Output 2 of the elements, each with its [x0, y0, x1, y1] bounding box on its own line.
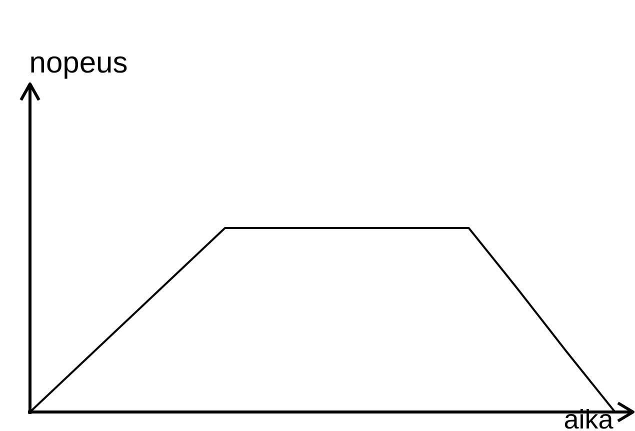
x-axis-title: aika: [564, 404, 614, 431]
y-axis-title: nopeus: [29, 46, 128, 80]
